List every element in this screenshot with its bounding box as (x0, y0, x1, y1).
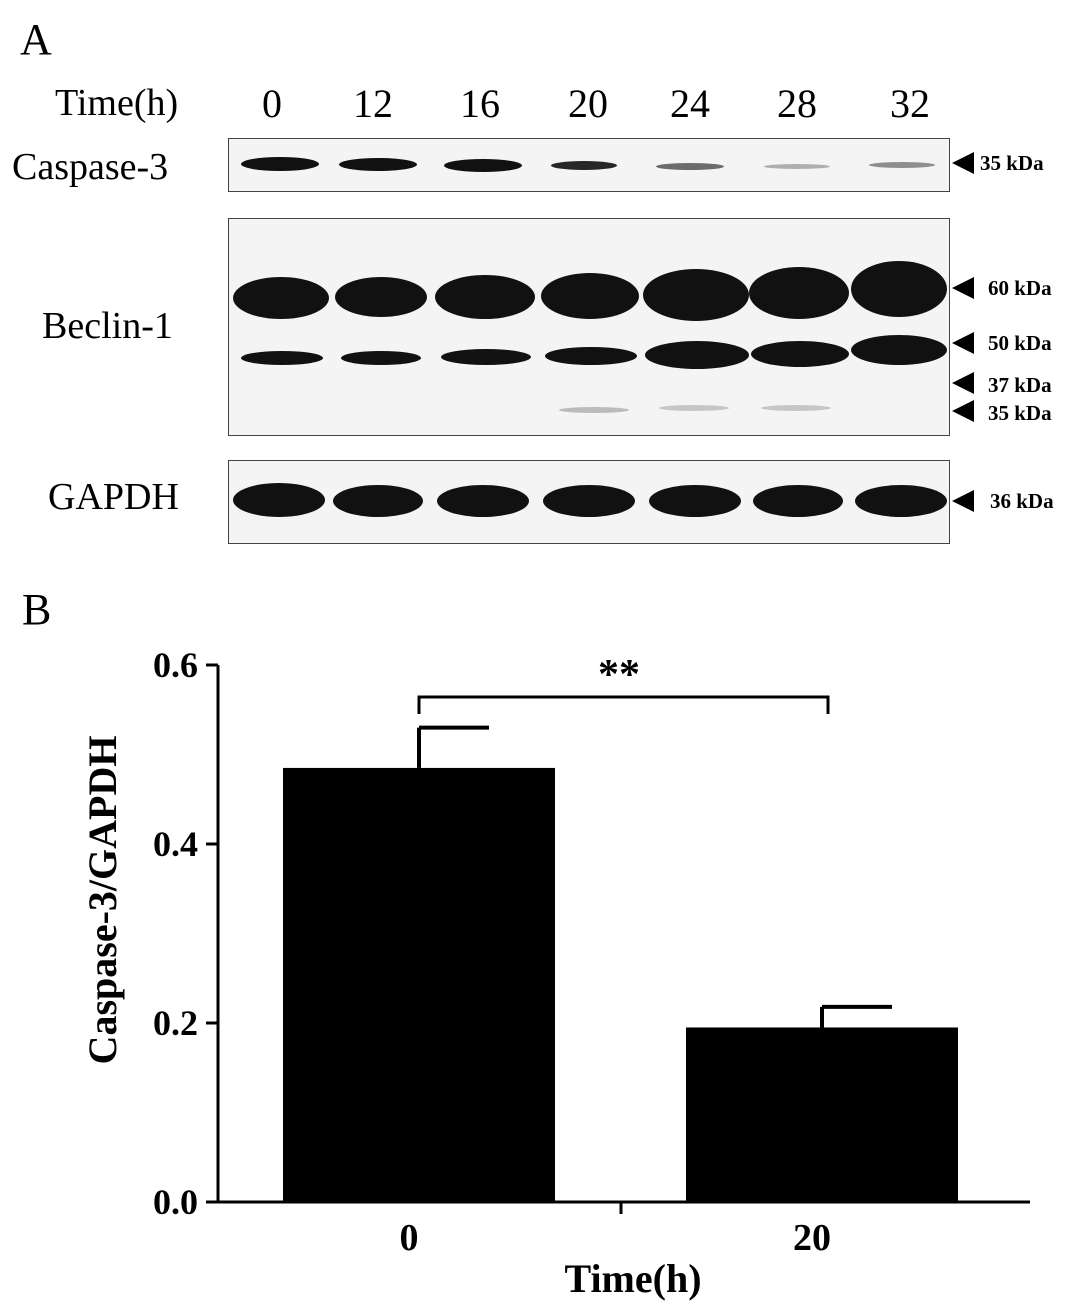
caspase3-band-0 (241, 157, 319, 171)
marker-beclin1-50: 50 kDa (988, 331, 1052, 355)
lane-label-16: 16 (460, 81, 500, 126)
blot-label-caspase3: Caspase-3 (12, 146, 169, 188)
gapdh-band-16 (437, 485, 529, 517)
beclin1-lower-band-28 (751, 341, 849, 367)
y-tick-label: 0.0 (153, 1182, 198, 1222)
lane-label-12: 12 (353, 81, 393, 126)
caspase3-band-24 (656, 163, 724, 170)
gapdh-band-0 (233, 483, 325, 517)
bar-0 (283, 767, 555, 1202)
beclin1-lower-band-32 (851, 335, 947, 365)
beclin1-faint-band-20 (559, 407, 629, 413)
lane-label-32: 32 (890, 81, 930, 126)
lane-label-24: 24 (670, 81, 710, 126)
beclin1-upper-band-32 (851, 261, 947, 317)
beclin1-upper-band-0 (233, 277, 329, 319)
y-tick-label: 0.2 (153, 1003, 198, 1043)
gapdh-band-24 (649, 485, 741, 517)
marker-beclin1-35: 35 kDa (988, 401, 1052, 425)
significance-label: ** (598, 652, 640, 698)
panel-a-letter: A (20, 15, 52, 64)
lane-label-0: 0 (262, 81, 282, 126)
marker-arrow-icon (952, 372, 974, 394)
y-tick-label: 0.4 (153, 824, 198, 864)
caspase3-blot (228, 138, 950, 192)
beclin1-lower-band-20 (545, 347, 637, 365)
beclin1-faint-band-28 (761, 405, 831, 411)
significance-bracket (417, 695, 830, 714)
x-axis-label: Time(h) (564, 1256, 701, 1301)
y-axis-label: Caspase-3/GAPDH (80, 736, 125, 1065)
marker-arrow-icon (952, 332, 974, 354)
beclin1-upper-band-20 (541, 273, 639, 319)
caspase3-band-28 (764, 164, 830, 169)
y-tick-label: 0.6 (153, 645, 198, 685)
gapdh-band-12 (333, 485, 423, 517)
beclin1-faint-band-24 (659, 405, 729, 411)
gapdh-blot (228, 460, 950, 544)
beclin1-upper-band-12 (335, 277, 427, 317)
time-label: Time(h) (55, 82, 179, 124)
beclin1-lower-band-12 (341, 351, 421, 365)
gapdh-band-28 (753, 485, 843, 517)
caspase3-band-12 (339, 158, 417, 171)
marker-arrow-icon (952, 277, 974, 299)
beclin1-upper-band-16 (435, 275, 535, 319)
blot-label-gapdh: GAPDH (48, 476, 179, 518)
beclin1-lower-band-0 (241, 351, 323, 365)
panel-b-letter: B (22, 585, 52, 634)
beclin1-lower-band-24 (645, 341, 749, 369)
caspase3-band-32 (869, 162, 935, 168)
marker-beclin1-37: 37 kDa (988, 373, 1052, 397)
caspase3-band-16 (444, 159, 522, 172)
marker-arrow-icon (952, 400, 974, 422)
bar-20 (686, 1027, 958, 1202)
marker-arrow-icon (952, 152, 974, 174)
marker-gapdh-36: 36 kDa (990, 489, 1054, 513)
beclin1-lower-band-16 (441, 349, 531, 365)
beclin1-upper-band-24 (643, 269, 749, 321)
lane-label-28: 28 (777, 81, 817, 126)
beclin1-blot (228, 218, 950, 436)
marker-arrow-icon (952, 490, 974, 512)
marker-caspase3-35: 35 kDa (980, 151, 1044, 175)
caspase3-band-20 (551, 161, 617, 170)
beclin1-upper-band-28 (749, 267, 849, 319)
x-tick-label: 0 (400, 1217, 419, 1259)
marker-beclin1-60: 60 kDa (988, 276, 1052, 300)
gapdh-band-32 (855, 485, 947, 517)
blot-label-beclin1: Beclin-1 (42, 305, 173, 347)
lane-label-20: 20 (568, 81, 608, 126)
gapdh-band-20 (543, 485, 635, 517)
x-tick-label: 20 (793, 1217, 831, 1259)
